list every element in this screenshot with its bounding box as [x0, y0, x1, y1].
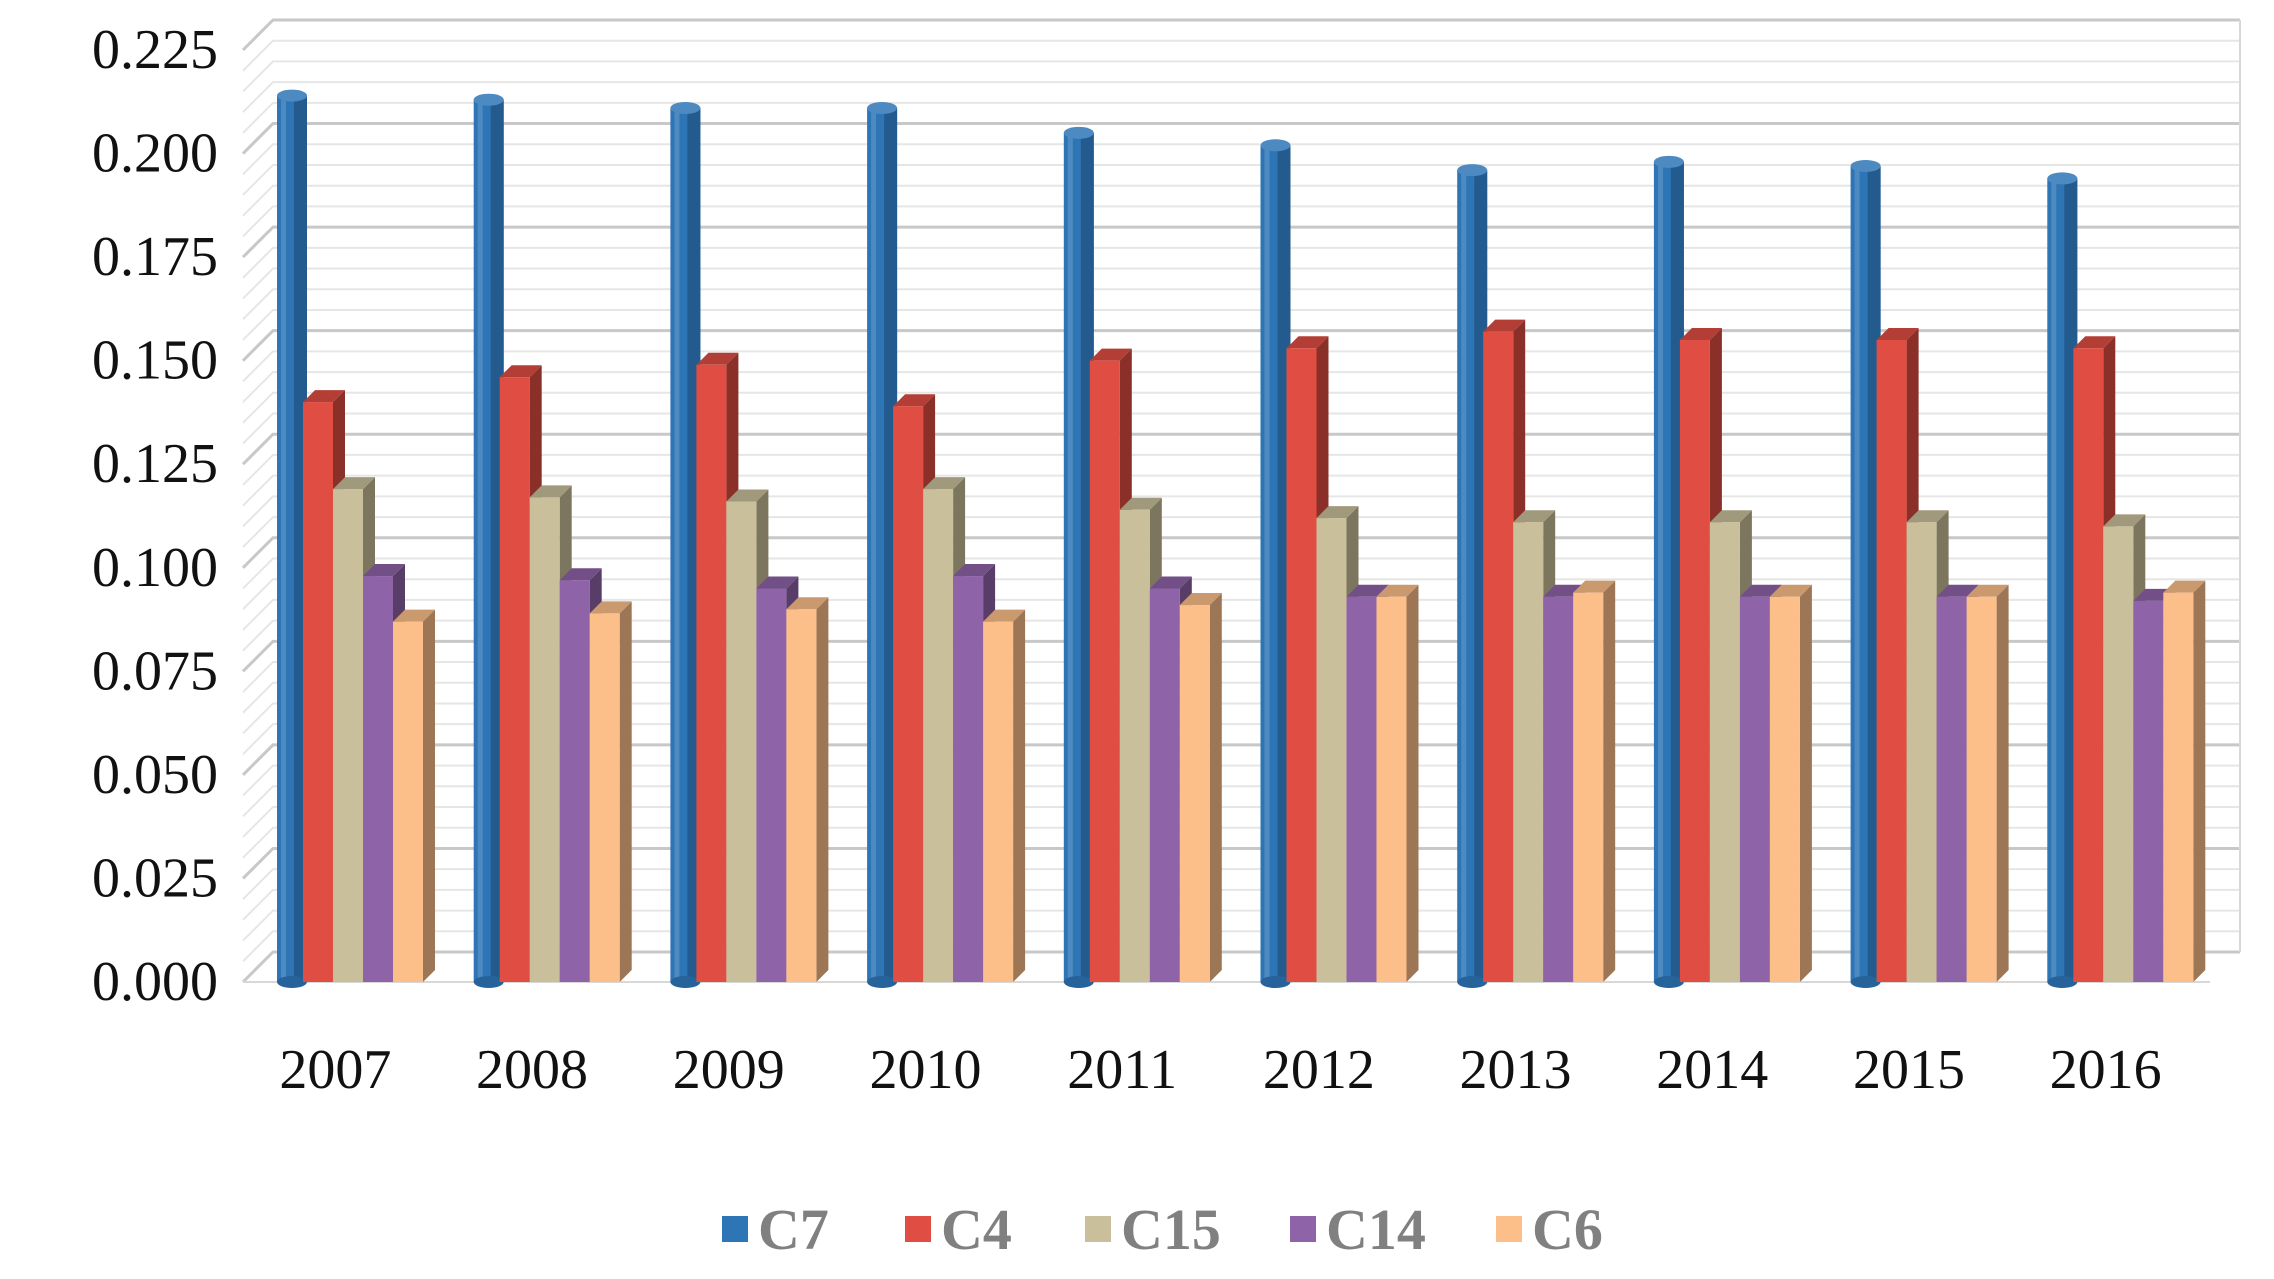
- legend-swatch: [1085, 1216, 1111, 1242]
- minor-gridline: [242, 371, 2240, 403]
- x-axis-tick-labels: 2007 2008 2009 2010 2011 2012 2013 2014 2015 2016: [279, 1039, 2161, 1101]
- x-tick-label: 2012: [1263, 1039, 1375, 1101]
- minor-gridline: [242, 391, 2240, 424]
- x-tick-label: 2010: [869, 1039, 981, 1101]
- legend-swatch: [905, 1216, 931, 1242]
- minor-gridline: [242, 101, 2240, 134]
- y-tick-label: 0.100: [92, 537, 218, 599]
- x-tick-label: 2016: [2050, 1039, 2162, 1101]
- minor-gridline: [242, 453, 2240, 486]
- legend-item-C4: C4: [905, 1197, 1012, 1262]
- bar-C7-2009: [670, 101, 701, 988]
- minor-gridline: [242, 184, 2240, 217]
- bar-C6-2014: [1769, 584, 1812, 982]
- bar-C6-2008: [589, 601, 632, 982]
- y-tick-label: 0.175: [92, 226, 218, 288]
- minor-gridline: [242, 578, 2240, 610]
- minor-gridline: [242, 205, 2240, 238]
- legend-label: C6: [1532, 1197, 1603, 1262]
- bar-C6-2012: [1376, 584, 1419, 982]
- major-gridline: [241, 225, 2240, 259]
- y-tick-label: 0.200: [92, 123, 218, 185]
- bar-C7-2015: [1850, 159, 1881, 988]
- minor-gridline: [242, 60, 2240, 93]
- legend-label: C15: [1121, 1197, 1221, 1262]
- y-axis-tick-labels: 0.000 0.025 0.050 0.075 0.100 0.125 0.150 0.175…: [92, 19, 218, 1013]
- minor-gridline: [242, 350, 2240, 383]
- legend-item-C15: C15: [1085, 1197, 1221, 1262]
- y-tick-label: 0.025: [92, 847, 218, 909]
- minor-gridline: [242, 495, 2240, 528]
- minor-gridline: [242, 246, 2240, 279]
- y-tick-label: 0.000: [92, 951, 218, 1013]
- bar-C6-2013: [1573, 580, 1616, 982]
- x-tick-label: 2007: [279, 1039, 391, 1101]
- bar-C7-2016: [2047, 172, 2078, 988]
- bar-C6-2010: [983, 609, 1026, 982]
- minor-gridline: [242, 81, 2240, 113]
- minor-gridline: [242, 474, 2240, 507]
- y-tick-label: 0.075: [92, 640, 218, 702]
- legend-item-C14: C14: [1290, 1197, 1426, 1262]
- bar-C7-2013: [1457, 164, 1488, 988]
- bar-C7-2011: [1063, 126, 1094, 988]
- y-tick-label: 0.050: [92, 744, 218, 806]
- legend-item-C6: C6: [1496, 1197, 1603, 1262]
- minor-gridline: [242, 143, 2240, 175]
- legend-label: C14: [1326, 1197, 1426, 1262]
- bar-C6-2016: [2163, 580, 2206, 982]
- legend-label: C4: [941, 1197, 1012, 1262]
- bars: [277, 89, 2206, 988]
- major-gridline: [241, 329, 2240, 362]
- bar-C6-2011: [1179, 593, 1222, 982]
- major-gridline: [241, 18, 2240, 52]
- legend-swatch: [1496, 1216, 1522, 1242]
- bar-C6-2009: [786, 597, 829, 982]
- major-gridline: [241, 432, 2240, 466]
- y-tick-label: 0.225: [92, 19, 218, 81]
- bar-C7-2014: [1653, 155, 1684, 988]
- minor-gridline: [242, 557, 2240, 590]
- y-tick-label: 0.150: [92, 330, 218, 392]
- bar-C7-2012: [1260, 139, 1291, 988]
- legend-label: C7: [758, 1197, 829, 1262]
- y-tick-label: 0.125: [92, 433, 218, 495]
- minor-gridline: [242, 308, 2240, 341]
- bar-C6-2015: [1966, 584, 2009, 982]
- bar-C7-2007: [277, 89, 307, 988]
- x-tick-label: 2015: [1853, 1039, 1965, 1101]
- x-tick-label: 2011: [1067, 1039, 1177, 1101]
- bar-C6-2007: [393, 609, 435, 982]
- legend-swatch: [722, 1216, 748, 1242]
- legend-swatch: [1290, 1216, 1316, 1242]
- minor-gridline: [242, 39, 2240, 72]
- minor-gridline: [242, 163, 2240, 196]
- minor-gridline: [242, 516, 2240, 548]
- x-tick-label: 2014: [1656, 1039, 1768, 1101]
- legend: C7 C4 C15 C14 C6: [722, 1197, 1603, 1262]
- bar-C7-2010: [867, 101, 898, 988]
- x-tick-label: 2008: [476, 1039, 588, 1101]
- legend-item-C7: C7: [722, 1197, 829, 1262]
- bar-C7-2008: [473, 93, 504, 988]
- x-tick-label: 2013: [1460, 1039, 1572, 1101]
- x-tick-label: 2009: [673, 1039, 785, 1101]
- minor-gridline: [242, 288, 2240, 320]
- major-gridline: [241, 122, 2240, 155]
- minor-gridline: [242, 267, 2240, 300]
- minor-gridline: [242, 412, 2240, 445]
- major-gridline: [241, 536, 2240, 569]
